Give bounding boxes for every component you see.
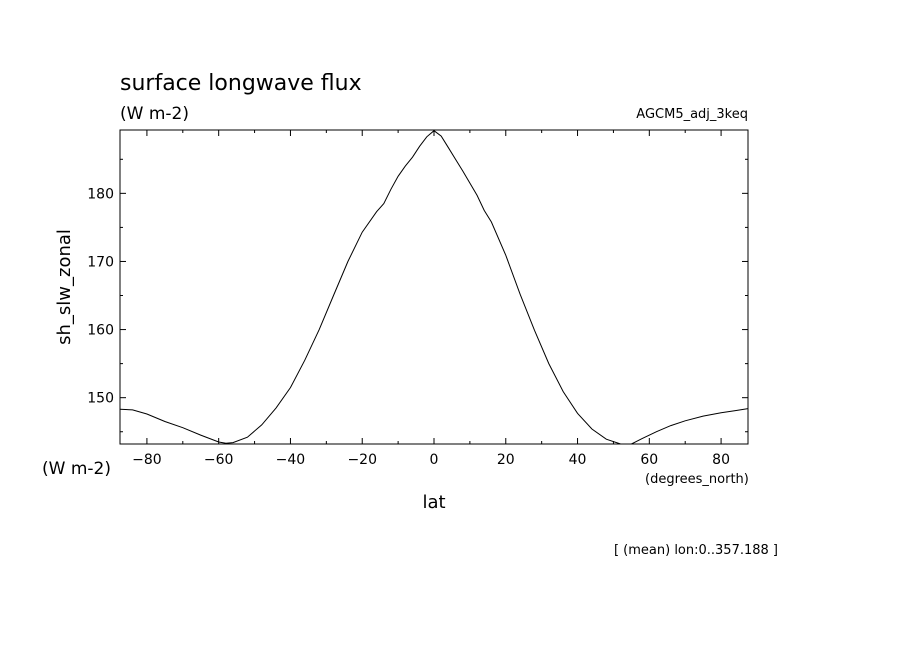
- y-tick-label: 160: [87, 323, 114, 339]
- x-tick-label: 20: [497, 452, 515, 468]
- x-tick-label: −20: [347, 452, 377, 468]
- x-tick-label: −60: [204, 452, 234, 468]
- plot-frame: [119, 129, 749, 445]
- x-axis-title: lat: [422, 492, 445, 513]
- chart-title: surface longwave flux: [120, 71, 362, 96]
- x-units-label: (degrees_north): [645, 472, 749, 487]
- series-line: [119, 130, 749, 445]
- x-tick-label: −40: [276, 452, 306, 468]
- x-tick-label: −80: [132, 452, 162, 468]
- mean-note: [ (mean) lon:0..357.188 ]: [614, 543, 778, 558]
- y-units-label: (W m-2): [42, 459, 111, 479]
- x-tick-label: 80: [712, 452, 730, 468]
- x-tick-label: 0: [430, 452, 439, 468]
- y-tick-label: 170: [87, 254, 114, 270]
- x-tick-label: 60: [640, 452, 658, 468]
- y-tick-label: 150: [87, 391, 114, 407]
- title-units: (W m-2): [120, 104, 189, 124]
- x-axis: −80 −60 −40 −20 0 20 40 60 80: [132, 130, 730, 468]
- y-axis-title: sh_slw_zonal: [54, 229, 75, 345]
- x-tick-label: 40: [569, 452, 587, 468]
- y-axis: 150 160 170 180: [87, 158, 748, 433]
- y-tick-label: 180: [87, 186, 114, 202]
- dataset-label: AGCM5_adj_3keq: [636, 107, 748, 122]
